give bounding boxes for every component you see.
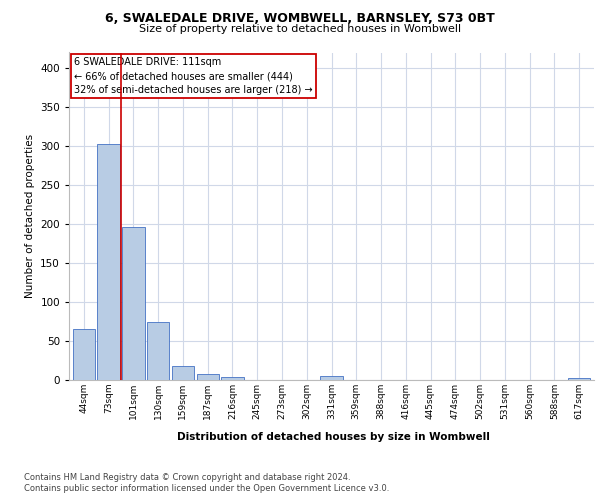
Bar <box>320 376 343 380</box>
Bar <box>197 374 219 380</box>
Bar <box>122 227 145 380</box>
Y-axis label: Number of detached properties: Number of detached properties <box>25 134 35 298</box>
Bar <box>147 322 169 380</box>
Text: 6 SWALEDALE DRIVE: 111sqm
← 66% of detached houses are smaller (444)
32% of semi: 6 SWALEDALE DRIVE: 111sqm ← 66% of detac… <box>74 58 313 96</box>
Bar <box>73 330 95 380</box>
Bar <box>97 144 120 380</box>
Bar <box>172 366 194 380</box>
Bar <box>568 378 590 380</box>
Bar <box>221 377 244 380</box>
Text: 6, SWALEDALE DRIVE, WOMBWELL, BARNSLEY, S73 0BT: 6, SWALEDALE DRIVE, WOMBWELL, BARNSLEY, … <box>105 12 495 26</box>
Text: Distribution of detached houses by size in Wombwell: Distribution of detached houses by size … <box>176 432 490 442</box>
Text: Contains public sector information licensed under the Open Government Licence v3: Contains public sector information licen… <box>24 484 389 493</box>
Text: Size of property relative to detached houses in Wombwell: Size of property relative to detached ho… <box>139 24 461 34</box>
Text: Contains HM Land Registry data © Crown copyright and database right 2024.: Contains HM Land Registry data © Crown c… <box>24 472 350 482</box>
